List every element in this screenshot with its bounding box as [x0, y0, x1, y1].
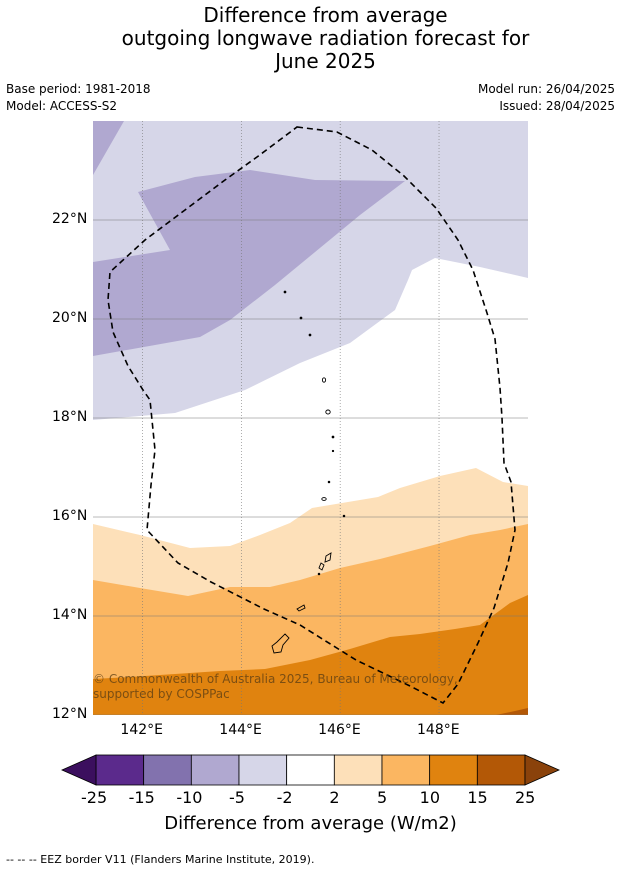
island	[327, 480, 331, 484]
issued-date: Issued: 28/04/2025	[499, 99, 615, 113]
lat-tick-label: 14°N	[52, 607, 88, 623]
colorbar-segment	[429, 754, 478, 786]
band-minus10-minus5	[93, 121, 124, 175]
meta-left: Base period: 1981-2018 Model: ACCESS-S2	[6, 81, 151, 115]
gridlines	[93, 121, 528, 715]
island-tinian	[318, 562, 325, 571]
island-guam	[271, 633, 290, 654]
colorbar-tick: -25	[81, 788, 108, 807]
islands	[271, 290, 346, 654]
eez-legend-footnote: -- -- -- EEZ border V11 (Flanders Marine…	[6, 853, 315, 866]
colorbar-segment	[333, 754, 383, 786]
colorbar-tick: -5	[229, 788, 245, 807]
colorbar-tick: -15	[128, 788, 155, 807]
colorbar-tick: 5	[377, 788, 388, 807]
lat-tick-label: 18°N	[52, 409, 88, 425]
base-period: Base period: 1981-2018	[6, 82, 151, 96]
island	[321, 497, 327, 501]
island	[321, 377, 327, 383]
colorbar-high-extension	[524, 754, 560, 786]
island	[325, 409, 331, 415]
model-name: Model: ACCESS-S2	[6, 99, 118, 113]
colorbar-tick: -2	[276, 788, 293, 807]
colorbar-segment	[190, 754, 240, 786]
island-saipan	[324, 552, 332, 563]
island	[283, 290, 287, 294]
colorbar-segment	[381, 754, 431, 786]
colorbar-tick: 2	[329, 788, 340, 807]
island	[331, 449, 335, 453]
title-line-1: Difference from average	[203, 3, 448, 27]
band-plus15-plus25	[496, 708, 528, 715]
lat-tick-label: 12°N	[52, 706, 88, 722]
colorbar-segment	[476, 754, 526, 786]
colorbar	[61, 754, 560, 786]
colorbar-label: Difference from average (W/m2)	[164, 813, 457, 834]
island-rota	[296, 604, 306, 612]
island	[299, 316, 303, 320]
lat-tick-label: 22°N	[52, 211, 88, 227]
colorbar-tick: 15	[467, 788, 488, 807]
island	[342, 514, 346, 518]
lat-tick-label: 16°N	[52, 508, 88, 524]
eez-border	[107, 126, 516, 705]
model-run: Model run: 26/04/2025	[477, 82, 615, 96]
colorbar-segment	[95, 754, 145, 786]
island	[317, 572, 321, 576]
meta-right: Model run: 26/04/2025 Issued: 28/04/2025	[478, 81, 615, 115]
chart-title: Difference from average outgoing longwav…	[0, 4, 621, 73]
colorbar-segment	[286, 754, 335, 786]
colorbar-segment	[143, 754, 192, 786]
colorbar-segment	[238, 754, 288, 786]
lat-tick-label: 20°N	[52, 310, 88, 326]
band-minus10-minus5-main	[93, 170, 405, 356]
lon-tick-label: 146°E	[318, 722, 361, 738]
island	[331, 435, 335, 439]
colorbar-low-extension	[61, 754, 97, 786]
lon-tick-label: 142°E	[120, 722, 163, 738]
band-plus10-plus15	[93, 595, 528, 715]
map-area	[93, 121, 528, 715]
title-line-2: outgoing longwave radiation forecast for	[121, 26, 530, 50]
colorbar-tick: 10	[419, 788, 441, 807]
colorbar-tick: -10	[176, 788, 203, 807]
title-line-3: June 2025	[275, 49, 376, 73]
lon-tick-label: 148°E	[417, 722, 460, 738]
copyright-notice: © Commonwealth of Australia 2025, Bureau…	[93, 672, 458, 701]
lon-tick-label: 144°E	[219, 722, 262, 738]
island	[308, 333, 312, 337]
colorbar-tick: 25	[515, 788, 536, 807]
